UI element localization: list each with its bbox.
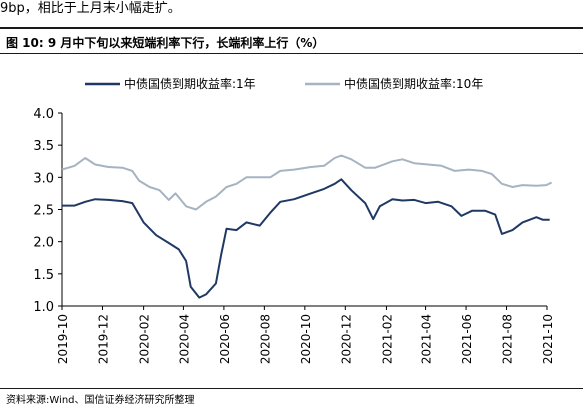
x-tick-label: 2020-10 bbox=[299, 314, 313, 364]
x-tick-label: 2021-08 bbox=[501, 314, 515, 364]
legend-label-1y: 中债国债到期收益率:1年 bbox=[124, 76, 256, 91]
chart-axes: 1.0 1.5 2.0 2.5 3.0 3.5 4.0 2019-10 2019-12 2020-… bbox=[33, 107, 555, 364]
y-tick-label: 2.0 bbox=[33, 236, 54, 251]
x-tick-label: 2020-08 bbox=[258, 314, 272, 364]
title-rule bbox=[0, 53, 583, 54]
series-layer bbox=[61, 154, 553, 299]
y-tick-label: 3.5 bbox=[33, 139, 54, 154]
x-tick-label: 2019-12 bbox=[96, 314, 110, 364]
x-tick-label: 2020-04 bbox=[177, 314, 191, 364]
source-note: 资料来源:Wind、国信证券经济研究所整理 bbox=[6, 395, 195, 406]
bottom-rule bbox=[0, 388, 583, 389]
x-tick-label: 2021-10 bbox=[541, 314, 555, 364]
y-tick-label: 1.5 bbox=[33, 268, 54, 283]
y-tick-label: 2.5 bbox=[33, 204, 54, 219]
legend-label-10y: 中债国债到期收益率:10年 bbox=[344, 76, 483, 91]
x-tick-label: 2020-06 bbox=[218, 314, 232, 364]
series-line-10y bbox=[61, 154, 553, 211]
top-rule bbox=[0, 27, 583, 29]
y-tick-label: 3.0 bbox=[33, 171, 54, 186]
figure-title: 图 10: 9 月中下旬以来短端利率下行，长端利率上行（%） bbox=[6, 36, 325, 50]
x-tick-label: 2021-04 bbox=[420, 314, 434, 364]
y-tick-label: 4.0 bbox=[33, 107, 54, 122]
x-tick-label: 2021-02 bbox=[380, 314, 394, 364]
x-tick-label: 2020-02 bbox=[138, 314, 152, 364]
x-tick-label: 2019-10 bbox=[56, 314, 70, 364]
preceding-paragraph-tail: 9bp，相比于上月末小幅走扩。 bbox=[0, 1, 181, 16]
y-tick-label: 1.0 bbox=[33, 300, 54, 315]
x-tick-label: 2021-06 bbox=[460, 314, 474, 364]
series-line-1y bbox=[62, 178, 550, 299]
x-tick-label: 2020-12 bbox=[339, 314, 353, 364]
chart-legend: 中债国债到期收益率:1年 中债国债到期收益率:10年 bbox=[85, 76, 483, 91]
